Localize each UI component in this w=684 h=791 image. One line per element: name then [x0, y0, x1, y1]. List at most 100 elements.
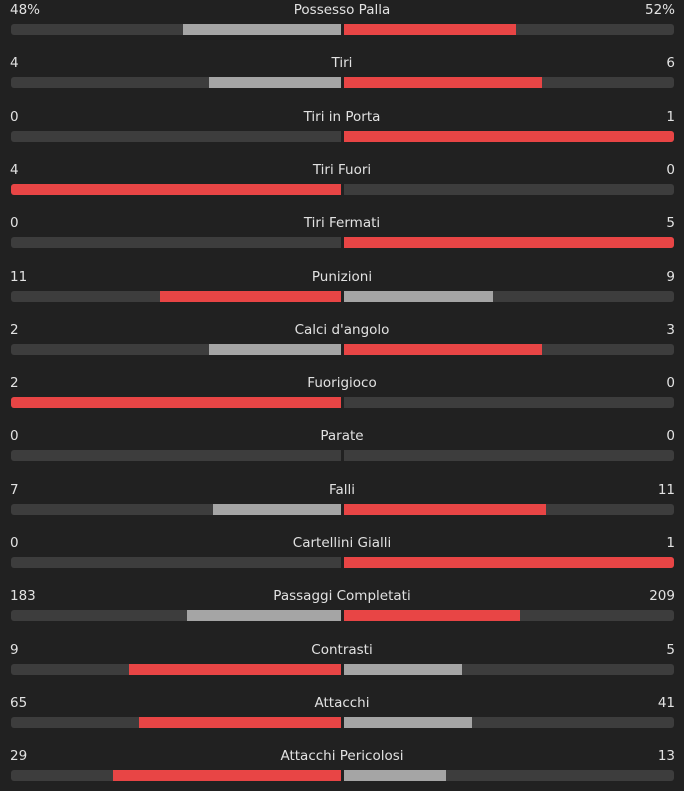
away-bar-track [344, 610, 674, 622]
away-bar-track [344, 77, 674, 89]
stat-row: 2 Fuorigioco 0 [0, 373, 684, 413]
away-value: 0 [666, 161, 675, 178]
home-bar-track [11, 237, 341, 249]
stat-label: Attacchi Pericolosi [280, 748, 404, 765]
home-value: 11 [10, 268, 28, 285]
away-bar-fill [344, 663, 462, 675]
away-value: 5 [666, 215, 675, 232]
home-bar-track [11, 130, 341, 142]
home-bar-track [11, 290, 341, 302]
home-bar-fill [11, 183, 341, 195]
home-bar-fill [209, 77, 341, 89]
away-bar-fill [344, 343, 542, 355]
home-value: 29 [10, 748, 28, 765]
away-bar-track [344, 24, 674, 35]
away-bar-track [344, 343, 674, 355]
home-bar-fill [128, 663, 341, 675]
away-bar-fill [344, 24, 516, 35]
home-value: 48% [10, 2, 41, 18]
away-bar-fill [344, 610, 520, 622]
home-bar-fill [159, 290, 341, 302]
stat-row: 7 Falli 11 [0, 480, 684, 520]
away-value: 0 [666, 428, 675, 445]
away-bar-track [344, 770, 674, 782]
home-value: 0 [10, 428, 19, 445]
away-value: 13 [657, 748, 675, 765]
stat-label: Cartellini Gialli [292, 535, 392, 551]
stat-row: 0 Cartellini Gialli 1 [0, 533, 684, 573]
away-value: 5 [666, 641, 675, 658]
home-bar-fill [209, 343, 341, 355]
away-bar-track [344, 130, 674, 142]
home-bar-track [11, 663, 341, 675]
stat-row: 48% Possesso Palla 52% [0, 0, 684, 40]
away-bar-fill [344, 290, 493, 302]
home-value: 65 [10, 694, 28, 711]
home-value: 4 [10, 55, 19, 72]
home-bar-track [11, 557, 341, 568]
stat-row: 4 Tiri Fuori 0 [0, 160, 684, 200]
away-value: 9 [666, 268, 675, 285]
home-bar-track [11, 397, 341, 409]
stat-label: Contrasti [311, 641, 373, 658]
away-bar-fill [344, 770, 447, 782]
stat-row: 29 Attacchi Pericolosi 13 [0, 746, 684, 786]
home-bar-fill [182, 24, 341, 35]
home-bar-track [11, 770, 341, 782]
home-bar-track [11, 716, 341, 728]
away-bar-track [344, 290, 674, 302]
stat-row: 11 Punizioni 9 [0, 267, 684, 307]
away-bar-track [344, 450, 674, 462]
stat-label: Attacchi [314, 694, 370, 711]
stat-row: 0 Parate 0 [0, 426, 684, 466]
away-value: 41 [657, 694, 675, 711]
home-bar-fill [186, 610, 341, 622]
away-bar-track [344, 397, 674, 409]
away-bar-fill [344, 237, 674, 249]
stat-row: 0 Tiri in Porta 1 [0, 107, 684, 147]
away-bar-fill [344, 503, 546, 515]
away-bar-track [344, 557, 674, 568]
stat-label: Passaggi Completati [273, 588, 411, 605]
away-bar-fill [344, 130, 674, 142]
stat-label: Possesso Palla [293, 2, 391, 18]
home-value: 0 [10, 108, 19, 125]
home-value: 4 [10, 161, 19, 178]
away-bar-track [344, 716, 674, 728]
home-bar-fill [113, 770, 341, 782]
home-value: 183 [10, 588, 36, 605]
home-value: 2 [10, 375, 19, 392]
stat-label: Parate [320, 428, 364, 445]
away-value: 1 [666, 535, 675, 551]
home-bar-track [11, 343, 341, 355]
stat-label: Fuorigioco [307, 375, 377, 392]
stat-row: 4 Tiri 6 [0, 53, 684, 93]
away-bar-track [344, 663, 674, 675]
home-value: 0 [10, 215, 19, 232]
away-value: 6 [666, 55, 675, 72]
home-bar-track [11, 183, 341, 195]
away-bar-track [344, 503, 674, 515]
stat-label: Tiri Fermati [303, 215, 381, 232]
home-bar-track [11, 610, 341, 622]
stat-label: Falli [328, 481, 356, 498]
stat-label: Punizioni [311, 268, 373, 285]
stat-label: Tiri Fuori [312, 161, 372, 178]
home-bar-fill [11, 397, 341, 409]
away-value: 0 [666, 375, 675, 392]
home-value: 7 [10, 481, 19, 498]
away-value: 11 [657, 481, 675, 498]
away-value: 209 [649, 588, 675, 605]
home-bar-track [11, 24, 341, 35]
home-value: 9 [10, 641, 19, 658]
stat-row: 183 Passaggi Completati 209 [0, 586, 684, 626]
away-value: 52% [644, 2, 675, 18]
home-bar-fill [138, 716, 341, 728]
home-value: 2 [10, 321, 19, 338]
away-bar-track [344, 183, 674, 195]
away-bar-track [344, 237, 674, 249]
home-value: 0 [10, 535, 19, 551]
home-bar-fill [212, 503, 341, 515]
stat-label: Tiri [331, 55, 353, 72]
away-value: 3 [666, 321, 675, 338]
